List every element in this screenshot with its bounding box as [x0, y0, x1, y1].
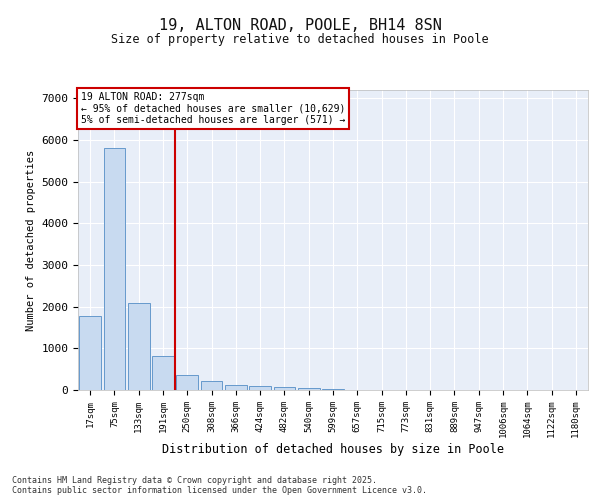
- X-axis label: Distribution of detached houses by size in Poole: Distribution of detached houses by size …: [162, 443, 504, 456]
- Bar: [79, 316, 101, 390]
- Bar: [274, 386, 295, 390]
- Bar: [104, 148, 125, 390]
- Bar: [298, 388, 320, 390]
- Bar: [225, 384, 247, 390]
- Text: 19 ALTON ROAD: 277sqm
← 95% of detached houses are smaller (10,629)
5% of semi-d: 19 ALTON ROAD: 277sqm ← 95% of detached …: [80, 92, 345, 124]
- Y-axis label: Number of detached properties: Number of detached properties: [26, 150, 36, 330]
- Bar: [176, 374, 198, 390]
- Bar: [152, 356, 174, 390]
- Text: 19, ALTON ROAD, POOLE, BH14 8SN: 19, ALTON ROAD, POOLE, BH14 8SN: [158, 18, 442, 32]
- Text: Contains HM Land Registry data © Crown copyright and database right 2025.
Contai: Contains HM Land Registry data © Crown c…: [12, 476, 427, 495]
- Bar: [128, 302, 149, 390]
- Bar: [322, 388, 344, 390]
- Bar: [249, 386, 271, 390]
- Text: Size of property relative to detached houses in Poole: Size of property relative to detached ho…: [111, 32, 489, 46]
- Bar: [200, 381, 223, 390]
